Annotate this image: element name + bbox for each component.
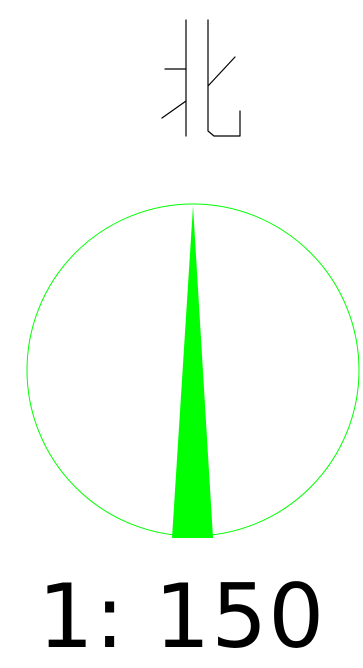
north-glyph-stroke-right-hook (207, 19, 241, 137)
north-glyph-strokes (161, 19, 241, 137)
north-glyph-stroke-right-rise (207, 56, 236, 87)
north-needle (172, 206, 213, 538)
north-glyph-stroke-left-rise (161, 100, 187, 119)
scale-label: 1: 150 (37, 565, 326, 668)
